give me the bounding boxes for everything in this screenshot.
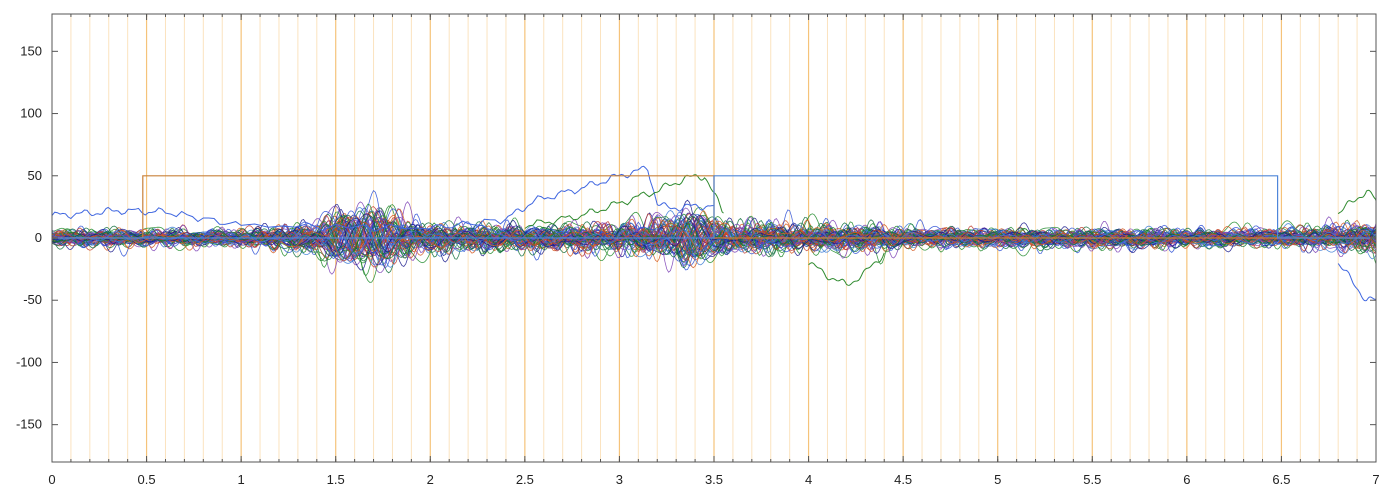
highlight-trace [808,252,885,286]
y-tick-label: -50 [23,292,42,307]
x-tick-label: 6 [1183,472,1190,487]
y-tick-label: -100 [16,354,42,369]
step-marker-line [52,175,1376,239]
y-tick-label: 0 [35,230,42,245]
x-tick-label: 3.5 [705,472,723,487]
y-tick-label: 50 [28,168,42,183]
y-tick-label: 150 [20,43,42,58]
highlight-trace [1337,263,1377,302]
highlight-trace [524,174,724,229]
x-tick-label: 0 [48,472,55,487]
x-tick-label: 0.5 [138,472,156,487]
highlight-trace [1337,189,1377,215]
signal-trace [51,215,1377,260]
x-tick-label: 3 [616,472,623,487]
x-tick-label: 5 [994,472,1001,487]
x-tick-label: 4 [805,472,812,487]
x-tick-label: 1.5 [327,472,345,487]
x-tick-label: 6.5 [1272,472,1290,487]
x-tick-label: 1 [238,472,245,487]
y-tick-label: 100 [20,106,42,121]
x-tick-label: 4.5 [894,472,912,487]
x-tick-label: 5.5 [1083,472,1101,487]
axes: 0 0.5 1 1.5 2 2.5 3 3.5 4 4.5 5 5.5 6 6.5 7 150 100 50 0 -5… [16,14,1380,487]
highlight-traces [51,165,1377,302]
x-tick-label: 7 [1372,472,1379,487]
y-tick-label: -150 [16,417,42,432]
x-tick-label: 2.5 [516,472,534,487]
x-tick-label: 2 [427,472,434,487]
step-markers [52,175,1376,239]
highlight-trace [51,165,714,232]
signal-trace [51,214,1377,257]
signal-trace [51,213,1377,257]
